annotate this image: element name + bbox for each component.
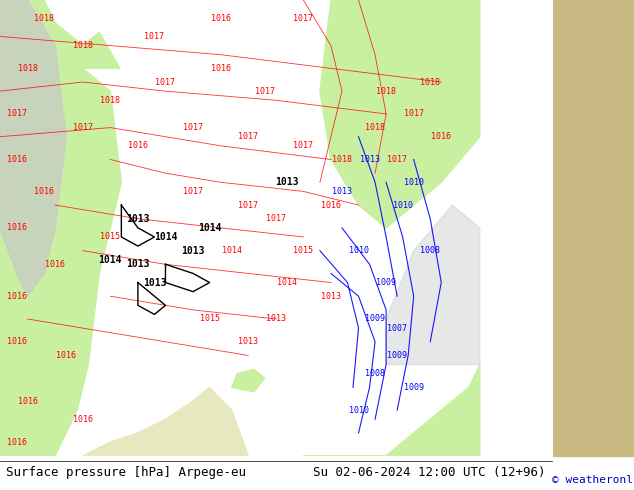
Text: 1013: 1013 bbox=[143, 277, 166, 288]
Text: 1015: 1015 bbox=[294, 246, 313, 255]
Text: Surface pressure [hPa] Arpege-eu: Surface pressure [hPa] Arpege-eu bbox=[6, 466, 247, 479]
Text: 1016: 1016 bbox=[6, 438, 27, 446]
Text: 1016: 1016 bbox=[45, 260, 65, 269]
Text: 1018: 1018 bbox=[420, 77, 440, 87]
Text: 1009: 1009 bbox=[387, 351, 407, 360]
Text: 1010: 1010 bbox=[404, 178, 424, 187]
Text: 1017: 1017 bbox=[404, 109, 424, 119]
Text: 1009: 1009 bbox=[404, 383, 424, 392]
Text: 1014: 1014 bbox=[198, 223, 221, 233]
Text: 1017: 1017 bbox=[6, 109, 27, 119]
Text: Su 02-06-2024 12:00 UTC (12+96): Su 02-06-2024 12:00 UTC (12+96) bbox=[313, 466, 545, 479]
Text: 1016: 1016 bbox=[6, 155, 27, 164]
Polygon shape bbox=[320, 0, 480, 228]
Text: 1014: 1014 bbox=[98, 255, 122, 265]
Polygon shape bbox=[82, 387, 249, 456]
Text: 1017: 1017 bbox=[155, 77, 176, 87]
Text: 1016: 1016 bbox=[6, 223, 27, 232]
Text: 1013: 1013 bbox=[266, 315, 286, 323]
Text: 1013: 1013 bbox=[332, 187, 352, 196]
Text: © weatheronline.co.uk: © weatheronline.co.uk bbox=[552, 475, 634, 485]
Text: 1017: 1017 bbox=[73, 123, 93, 132]
Text: 1013: 1013 bbox=[181, 245, 205, 256]
Text: 1017: 1017 bbox=[183, 123, 203, 132]
Text: 1016: 1016 bbox=[431, 132, 451, 141]
Text: 1013: 1013 bbox=[126, 214, 150, 224]
Text: 1008: 1008 bbox=[365, 369, 385, 378]
Text: 1017: 1017 bbox=[183, 187, 203, 196]
Text: 1016: 1016 bbox=[56, 351, 76, 360]
Text: 1016: 1016 bbox=[34, 187, 54, 196]
Text: 1014: 1014 bbox=[153, 232, 178, 242]
Polygon shape bbox=[0, 0, 193, 69]
Polygon shape bbox=[231, 369, 265, 392]
Text: 1016: 1016 bbox=[6, 292, 27, 301]
Text: 1017: 1017 bbox=[238, 200, 258, 210]
Text: 1013: 1013 bbox=[321, 292, 341, 301]
Text: 1010: 1010 bbox=[349, 406, 368, 415]
Text: 1018: 1018 bbox=[73, 41, 93, 50]
Polygon shape bbox=[0, 0, 66, 296]
Text: 1013: 1013 bbox=[238, 337, 258, 346]
Text: 1016: 1016 bbox=[128, 141, 148, 150]
Text: 1017: 1017 bbox=[255, 87, 275, 96]
Text: 1018: 1018 bbox=[100, 96, 120, 105]
Text: 1016: 1016 bbox=[210, 14, 231, 23]
Text: 1018: 1018 bbox=[34, 14, 54, 23]
Text: 1013: 1013 bbox=[359, 155, 380, 164]
Text: 1009: 1009 bbox=[376, 278, 396, 287]
Text: 1017: 1017 bbox=[238, 132, 258, 141]
Text: 1018: 1018 bbox=[18, 64, 37, 73]
Text: 1013: 1013 bbox=[126, 259, 150, 270]
Polygon shape bbox=[304, 365, 480, 456]
Polygon shape bbox=[386, 205, 480, 365]
Text: 1014: 1014 bbox=[222, 246, 242, 255]
Text: 1018: 1018 bbox=[332, 155, 352, 164]
Text: 1007: 1007 bbox=[387, 323, 407, 333]
Text: 1017: 1017 bbox=[145, 32, 164, 41]
Text: 1016: 1016 bbox=[18, 396, 37, 406]
Text: 1013: 1013 bbox=[275, 177, 299, 187]
Text: 1017: 1017 bbox=[266, 214, 286, 223]
Text: 1015: 1015 bbox=[200, 315, 219, 323]
Text: 1016: 1016 bbox=[6, 337, 27, 346]
Text: 1016: 1016 bbox=[210, 64, 231, 73]
Text: 1017: 1017 bbox=[294, 141, 313, 150]
Text: 1010: 1010 bbox=[349, 246, 368, 255]
Text: 1016: 1016 bbox=[321, 200, 341, 210]
Text: 1008: 1008 bbox=[420, 246, 440, 255]
Text: 1018: 1018 bbox=[376, 87, 396, 96]
Text: 1017: 1017 bbox=[387, 155, 407, 164]
Text: 1015: 1015 bbox=[100, 232, 120, 242]
Text: 1009: 1009 bbox=[365, 315, 385, 323]
Text: 1010: 1010 bbox=[392, 200, 413, 210]
Text: 1014: 1014 bbox=[277, 278, 297, 287]
Text: 1018: 1018 bbox=[365, 123, 385, 132]
Text: 1017: 1017 bbox=[294, 14, 313, 23]
Text: 1016: 1016 bbox=[73, 415, 93, 424]
Polygon shape bbox=[82, 0, 480, 173]
Polygon shape bbox=[0, 0, 121, 456]
